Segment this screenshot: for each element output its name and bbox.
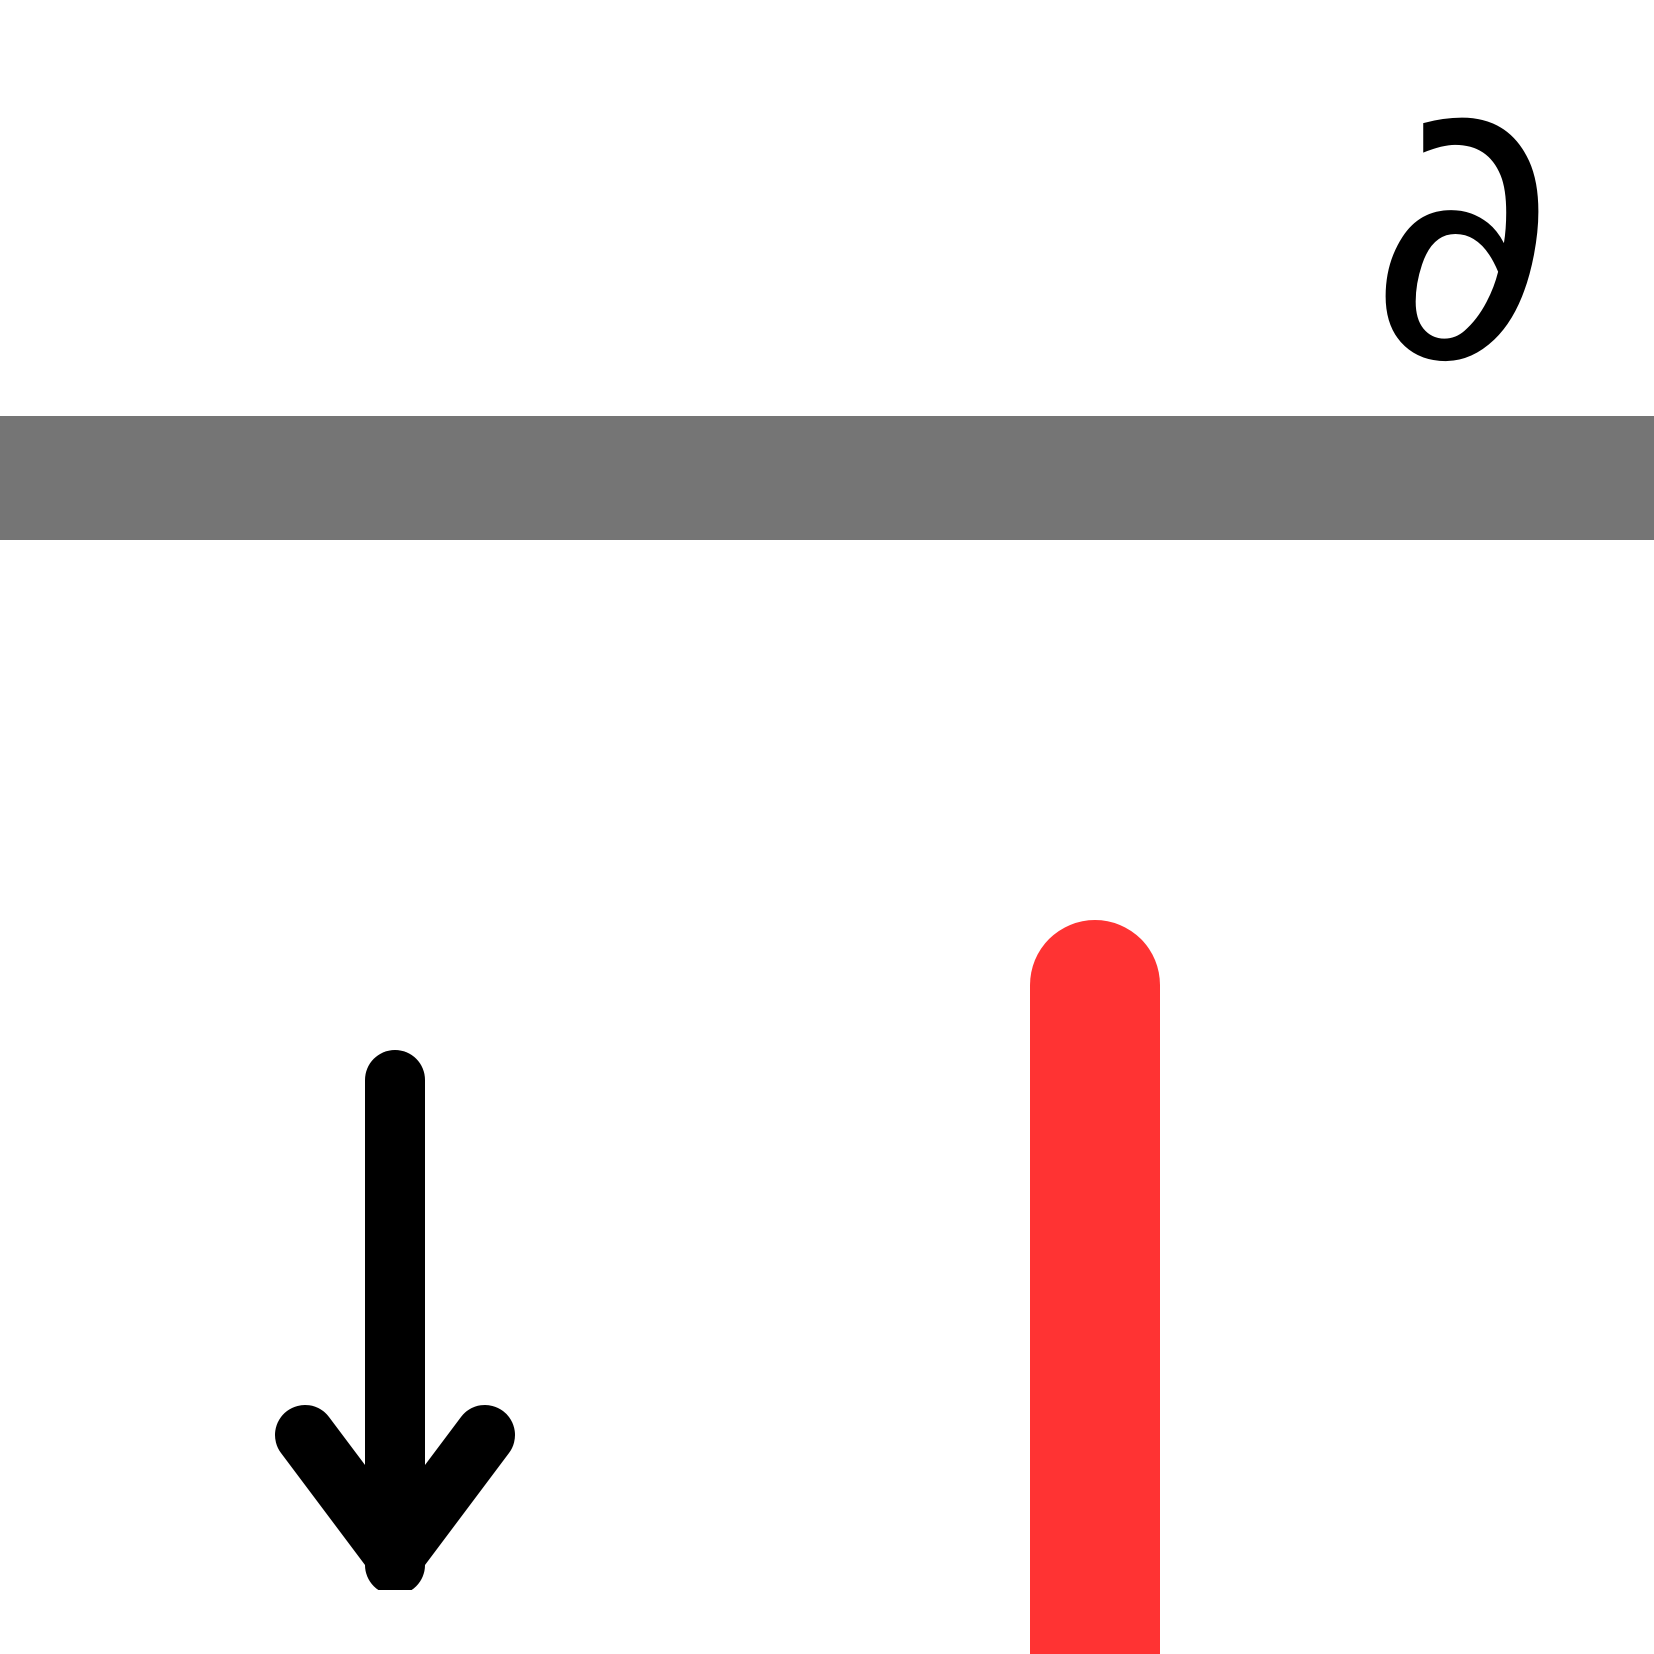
red-bar <box>1030 920 1160 1654</box>
arrow-down-icon <box>275 1050 515 1590</box>
partial-derivative-icon: ∂ <box>1368 22 1556 441</box>
gray-band <box>0 416 1654 540</box>
